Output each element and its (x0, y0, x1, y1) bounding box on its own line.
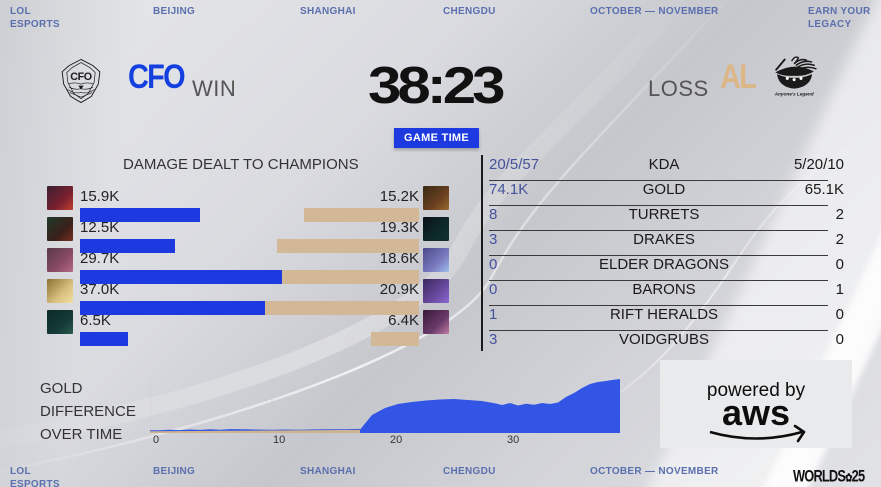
svg-text:aws: aws (722, 392, 790, 433)
svg-text:CFO: CFO (70, 71, 92, 83)
svg-text:Anyone's Legend: Anyone's Legend (774, 92, 814, 97)
